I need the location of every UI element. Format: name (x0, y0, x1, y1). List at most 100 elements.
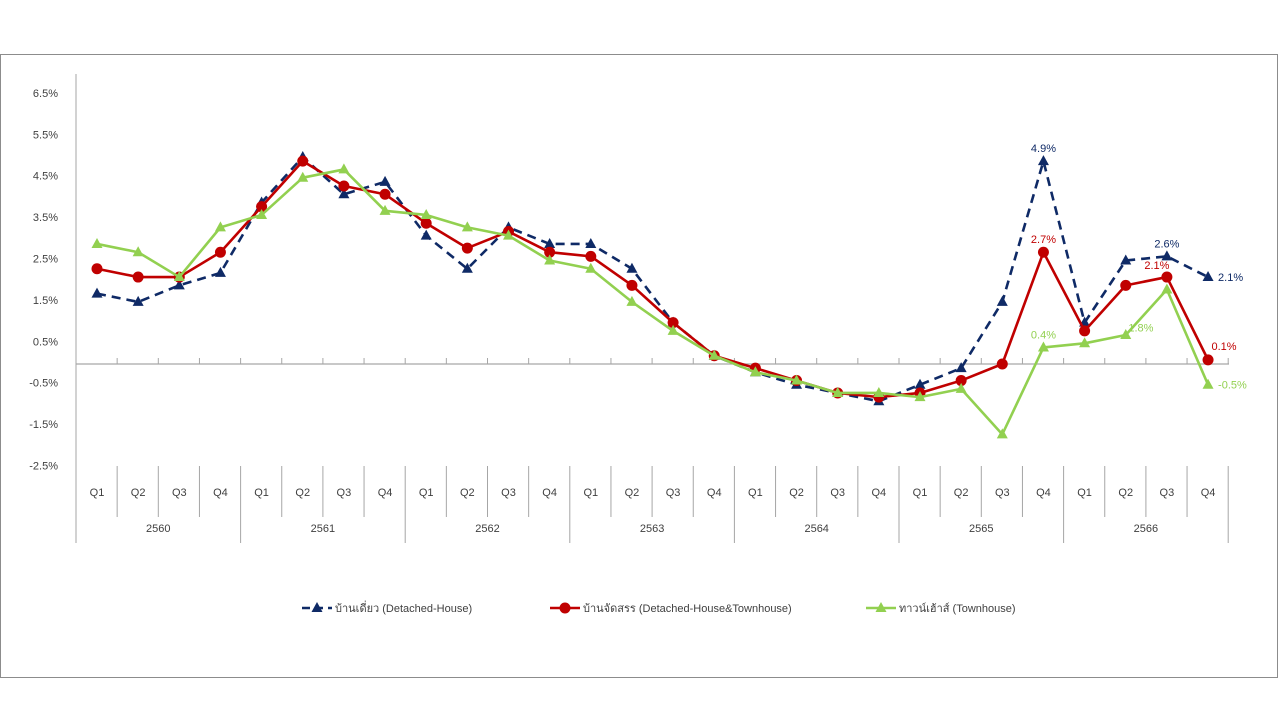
data-label: 0.1% (1212, 341, 1237, 353)
data-label: -0.5% (1218, 380, 1247, 392)
data-label: 1.8% (1128, 322, 1153, 334)
year-label: 2565 (969, 523, 993, 535)
data-point-triangle (461, 221, 473, 232)
data-point-triangle (996, 428, 1008, 439)
data-point-triangle (626, 295, 638, 306)
year-label: 2560 (146, 523, 170, 535)
data-point-triangle (379, 175, 391, 186)
data-label: 4.9% (1031, 143, 1056, 155)
data-point-triangle (667, 324, 679, 335)
y-tick-label: -2.5% (29, 461, 58, 473)
quarter-label: Q1 (913, 487, 928, 499)
data-point-triangle (379, 204, 391, 215)
data-point-triangle (338, 163, 350, 174)
year-label: 2563 (640, 523, 664, 535)
data-point-triangle (420, 229, 432, 240)
data-point-triangle (544, 237, 556, 248)
data-label: 2.1% (1144, 260, 1169, 272)
year-label: 2561 (311, 523, 335, 535)
data-point-triangle (626, 262, 638, 273)
chart-frame (0, 54, 1278, 678)
quarter-label: Q4 (378, 487, 393, 499)
data-point-triangle (585, 262, 597, 273)
data-point-circle (1161, 271, 1173, 283)
data-point-circle (1037, 246, 1049, 258)
quarter-label: Q2 (1118, 487, 1133, 499)
data-point-circle (626, 279, 638, 291)
data-label: 0.4% (1031, 329, 1056, 341)
quarter-label: Q4 (542, 487, 557, 499)
data-point-circle (379, 188, 391, 200)
quarter-label: Q3 (337, 487, 352, 499)
legend-marker-triangle (311, 602, 323, 612)
data-point-triangle (1202, 271, 1214, 282)
quarter-label: Q4 (707, 487, 722, 499)
data-point-triangle (749, 366, 761, 377)
quarter-label: Q1 (90, 487, 105, 499)
series-line-1 (96, 159, 1210, 399)
legend-marker-circle (559, 602, 571, 614)
data-point-circle (338, 180, 350, 192)
y-tick-label: 0.5% (33, 336, 58, 348)
quarter-label: Q2 (625, 487, 640, 499)
y-tick-label: 1.5% (33, 295, 58, 307)
data-point-triangle (1037, 155, 1049, 166)
legend-marker-triangle (875, 602, 887, 612)
data-point-circle (256, 201, 268, 213)
data-point-triangle (544, 254, 556, 265)
data-point-circle (91, 263, 103, 275)
data-point-triangle (297, 171, 309, 182)
data-point-triangle (1079, 337, 1091, 348)
data-point-circle (585, 250, 597, 262)
data-label: 2.1% (1218, 272, 1243, 284)
y-tick-label: -0.5% (29, 378, 58, 390)
y-tick-label: 5.5% (33, 129, 58, 141)
series-line-0 (96, 155, 1209, 403)
data-point-triangle (1120, 329, 1132, 340)
quarter-label: Q1 (748, 487, 763, 499)
data-point-triangle (173, 271, 185, 282)
quarter-label: Q3 (501, 487, 516, 499)
year-label: 2562 (475, 523, 499, 535)
data-point-circle (132, 271, 144, 283)
data-point-triangle (91, 237, 103, 248)
data-point-triangle (1161, 250, 1173, 261)
data-point-triangle (996, 295, 1008, 306)
data-point-triangle (708, 349, 720, 360)
data-point-triangle (461, 262, 473, 273)
y-tick-label: 2.5% (33, 254, 58, 266)
y-tick-label: -1.5% (29, 419, 58, 431)
data-point-triangle (791, 374, 803, 385)
data-point-circle (996, 358, 1008, 370)
data-point-triangle (585, 237, 597, 248)
quarter-label: Q2 (954, 487, 969, 499)
data-point-triangle (214, 266, 226, 277)
year-label: 2566 (1134, 523, 1158, 535)
year-label: 2564 (804, 523, 828, 535)
quarter-label: Q1 (419, 487, 434, 499)
data-point-triangle (338, 188, 350, 199)
data-label: 2.6% (1154, 238, 1179, 250)
data-point-triangle (914, 378, 926, 389)
quarter-label: Q4 (1201, 487, 1216, 499)
quarter-label: Q2 (295, 487, 310, 499)
data-point-triangle (1120, 254, 1132, 265)
series-line-2 (96, 168, 1210, 436)
quarter-label: Q4 (872, 487, 887, 499)
y-tick-label: 6.5% (33, 88, 58, 100)
data-point-circle (955, 375, 967, 387)
data-point-circle (667, 317, 679, 329)
quarter-label: Q3 (172, 487, 187, 499)
y-tick-label: 4.5% (33, 171, 58, 183)
quarter-label: Q2 (460, 487, 475, 499)
data-point-circle (297, 155, 309, 167)
data-point-triangle (214, 221, 226, 232)
data-point-triangle (873, 386, 885, 397)
quarter-label: Q3 (995, 487, 1010, 499)
legend-label: ทาวน์เฮ้าส์ (Townhouse) (899, 602, 1016, 615)
quarter-label: Q2 (789, 487, 804, 499)
data-point-triangle (1037, 341, 1049, 352)
data-point-triangle (420, 208, 432, 219)
quarter-label: Q4 (1036, 487, 1051, 499)
